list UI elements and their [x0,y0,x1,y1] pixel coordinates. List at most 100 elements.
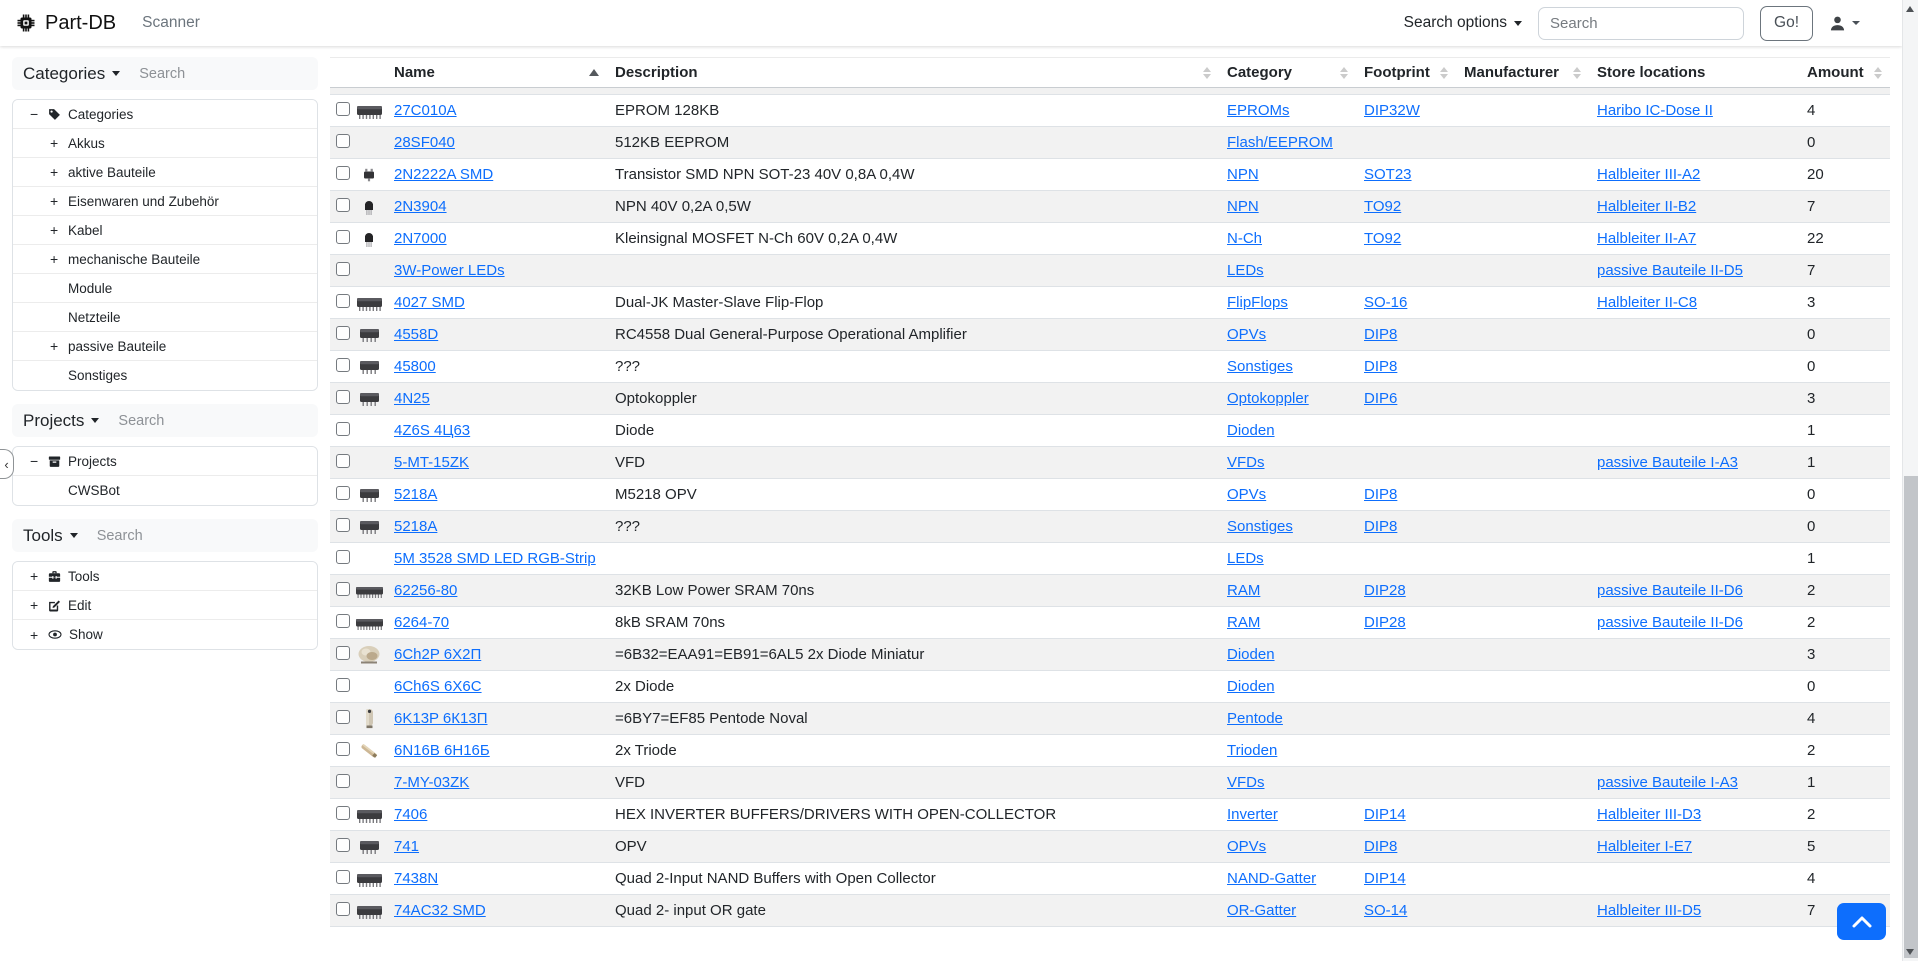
tools-search-input[interactable] [94,526,225,545]
row-checkbox[interactable] [336,805,350,820]
row-checkbox[interactable] [336,229,350,244]
part-name-link[interactable]: 7406 [394,806,428,823]
row-checkbox[interactable] [336,709,350,724]
row-checkbox[interactable] [336,325,350,340]
category-link[interactable]: Dioden [1227,678,1275,695]
part-name-link[interactable]: 2N2222A SMD [394,166,494,183]
row-checkbox[interactable] [336,389,350,404]
category-link[interactable]: Sonstiges [1227,518,1293,535]
footprint-link[interactable]: DIP8 [1364,838,1398,855]
row-checkbox[interactable] [336,197,350,212]
row-checkbox[interactable] [336,645,350,660]
row-checkbox[interactable] [336,741,350,756]
category-link[interactable]: LEDs [1227,550,1264,567]
part-name-link[interactable]: 6K13P 6К13П [394,710,488,727]
tree-expander[interactable]: + [50,251,59,267]
part-name-link[interactable]: 5-MT-15ZK [394,454,470,471]
category-link[interactable]: OR-Gatter [1227,902,1297,919]
tree-node[interactable]: + passive Bauteile [13,332,317,361]
part-name-link[interactable]: 741 [394,838,420,855]
part-name-link[interactable]: 4027 SMD [394,294,465,311]
projects-search-input[interactable] [116,411,247,430]
category-link[interactable]: NAND-Gatter [1227,870,1317,887]
name-column-header[interactable]: Name [386,64,607,81]
category-link[interactable]: Optokoppler [1227,390,1309,407]
row-checkbox[interactable] [336,773,350,788]
footprint-link[interactable]: SOT23 [1364,166,1412,183]
footprint-link[interactable]: SO-14 [1364,902,1408,919]
page-scrollbar[interactable] [1902,0,1918,961]
footprint-link[interactable]: DIP8 [1364,358,1398,375]
footprint-link[interactable]: DIP8 [1364,326,1398,343]
part-name-link[interactable]: 62256-80 [394,582,458,599]
part-name-link[interactable]: 6Ch6S 6Х6С [394,678,482,695]
category-link[interactable]: VFDs [1227,774,1265,791]
store-location-link[interactable]: passive Bauteile I-A3 [1597,454,1738,471]
part-name-link[interactable]: 28SF040 [394,134,455,151]
tree-node[interactable]: − Projects [13,447,317,476]
part-name-link[interactable]: 2N3904 [394,198,447,215]
row-checkbox[interactable] [336,517,350,532]
store-location-link[interactable]: passive Bauteile II-D5 [1597,262,1743,279]
tree-expander[interactable]: + [50,164,59,180]
description-column-header[interactable]: Description [607,64,1219,81]
category-link[interactable]: OPVs [1227,326,1267,343]
category-column-header[interactable]: Category [1219,64,1356,81]
footprint-link[interactable]: SO-16 [1364,294,1408,311]
row-checkbox[interactable] [336,165,350,180]
tree-node[interactable]: + Akkus [13,129,317,158]
tree-expander[interactable]: − [30,106,39,122]
footprint-link[interactable]: DIP28 [1364,582,1406,599]
category-link[interactable]: Inverter [1227,806,1278,823]
row-checkbox[interactable] [336,453,350,468]
part-name-link[interactable]: 7438N [394,870,439,887]
category-link[interactable]: N-Ch [1227,230,1263,247]
category-link[interactable]: RAM [1227,614,1261,631]
tools-dropdown[interactable]: Tools [23,526,78,546]
row-checkbox[interactable] [336,101,350,116]
footprint-link[interactable]: TO92 [1364,230,1402,247]
tree-expander[interactable]: + [50,338,59,354]
tree-expander[interactable]: − [30,453,39,469]
sidebar-collapse-handle[interactable]: ‹ [0,449,14,479]
store-location-link[interactable]: Halbleiter III-D3 [1597,806,1702,823]
category-link[interactable]: Dioden [1227,422,1275,439]
store-location-link[interactable]: Halbleiter II-B2 [1597,198,1697,215]
store-location-link[interactable]: Halbleiter III-A2 [1597,166,1701,183]
scrollbar-up-arrow-icon[interactable] [1906,6,1914,12]
row-checkbox[interactable] [336,901,350,916]
store-location-link[interactable]: Halbleiter II-A7 [1597,230,1697,247]
part-name-link[interactable]: 4Z6S 4Ц63 [394,422,471,439]
scrollbar-down-arrow-icon[interactable] [1906,949,1914,955]
part-name-link[interactable]: 27C010A [394,102,457,119]
category-link[interactable]: Flash/EEPROM [1227,134,1333,151]
part-name-link[interactable]: 6N16B 6Н16Б [394,742,490,759]
part-name-link[interactable]: 4558D [394,326,439,343]
tree-node[interactable]: + Show [13,620,317,649]
store-location-link[interactable]: Halbleiter II-C8 [1597,294,1698,311]
tree-node[interactable]: + Kabel [13,216,317,245]
scrollbar-thumb[interactable] [1904,476,1918,958]
manufacturer-column-header[interactable]: Manufacturer [1456,64,1589,81]
row-checkbox[interactable] [336,549,350,564]
footprint-link[interactable]: DIP14 [1364,870,1406,887]
row-checkbox[interactable] [336,261,350,276]
tree-expander[interactable]: + [50,135,59,151]
tree-node[interactable]: + aktive Bauteile [13,158,317,187]
part-name-link[interactable]: 6Ch2P 6Х2П [394,646,482,663]
store-location-link[interactable]: Halbleiter III-D5 [1597,902,1702,919]
footprint-link[interactable]: DIP28 [1364,614,1406,631]
part-name-link[interactable]: 5218A [394,486,438,503]
row-checkbox[interactable] [336,677,350,692]
row-checkbox[interactable] [336,869,350,884]
tree-expander[interactable]: + [30,568,39,584]
category-link[interactable]: Dioden [1227,646,1275,663]
footprint-link[interactable]: DIP32W [1364,102,1420,119]
tree-node[interactable]: Netzteile [13,303,317,332]
footprint-link[interactable]: TO92 [1364,198,1402,215]
category-link[interactable]: LEDs [1227,262,1264,279]
tree-node[interactable]: + Edit [13,591,317,620]
part-name-link[interactable]: 4N25 [394,390,430,407]
tree-node[interactable]: CWSBot [13,476,317,505]
part-name-link[interactable]: 5218A [394,518,438,535]
